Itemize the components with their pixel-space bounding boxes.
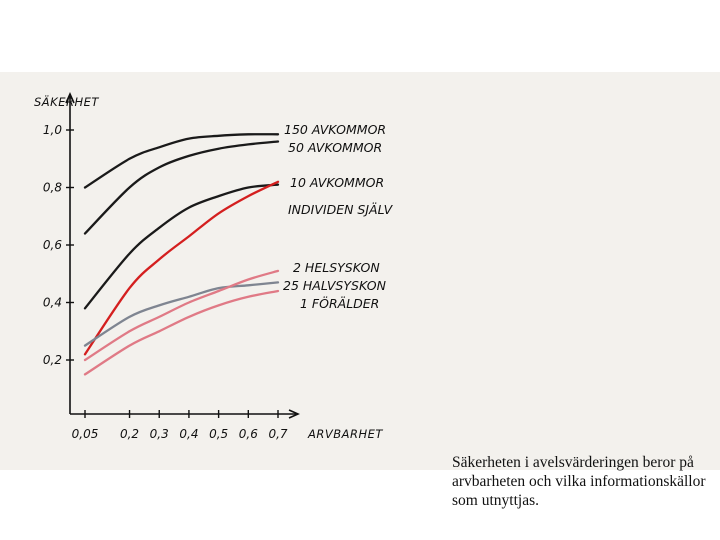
series-label: 150 AVKOMMOR <box>284 122 386 137</box>
x-tick-label: 0,5 <box>209 427 228 441</box>
line-chart: 0,2 0,4 0,6 0,8 1,0 0,05 0,2 0,3 0,4 0,5 0,6 0,7 SÄK… <box>34 92 394 441</box>
series-line-50-avkommor <box>83 140 280 235</box>
x-tick-label: 0,7 <box>268 427 287 441</box>
series-label: 50 AVKOMMOR <box>288 140 382 155</box>
y-tick-label: 0,6 <box>43 238 62 252</box>
x-tick-label: 0,2 <box>120 427 139 441</box>
series-label: 1 FÖRÄLDER <box>300 295 379 311</box>
x-tick-label: 0,3 <box>150 427 169 441</box>
y-axis-arrow <box>65 92 75 104</box>
series-line-2-helsyskon <box>83 281 280 347</box>
series-label: 10 AVKOMMOR <box>290 175 384 190</box>
series-label: 2 HELSYSKON <box>293 260 380 275</box>
y-axis-title: SÄKERHET <box>34 94 99 109</box>
x-tick-label: 0,05 <box>72 427 99 441</box>
series-label: INDIVIDEN SJÄLV <box>288 202 394 217</box>
chart-caption: Säkerheten i avelsvärderingen beror på a… <box>452 454 706 509</box>
series-line-individen-sj-lv <box>83 180 280 356</box>
series-line-1-f-r-lder <box>83 289 280 376</box>
x-axis-arrow <box>288 409 300 419</box>
y-tick-label: 1,0 <box>43 123 62 137</box>
x-axis-title: ARVBARHET <box>307 427 383 441</box>
series-label: 25 HALVSYSKON <box>283 278 387 293</box>
chart-panel: 0,2 0,4 0,6 0,8 1,0 0,05 0,2 0,3 0,4 0,5 0,6 0,7 SÄK… <box>0 72 720 509</box>
y-tick-label: 0,8 <box>43 181 62 195</box>
x-tick-label: 0,4 <box>179 427 198 441</box>
series-line-25-halvsyskon <box>83 269 280 362</box>
x-tick-label: 0,6 <box>239 427 258 441</box>
y-tick-label: 0,4 <box>43 296 62 310</box>
y-tick-label: 0,2 <box>43 353 62 367</box>
series-line-150-avkommor <box>83 133 280 189</box>
series-line-10-avkommor <box>83 183 280 310</box>
